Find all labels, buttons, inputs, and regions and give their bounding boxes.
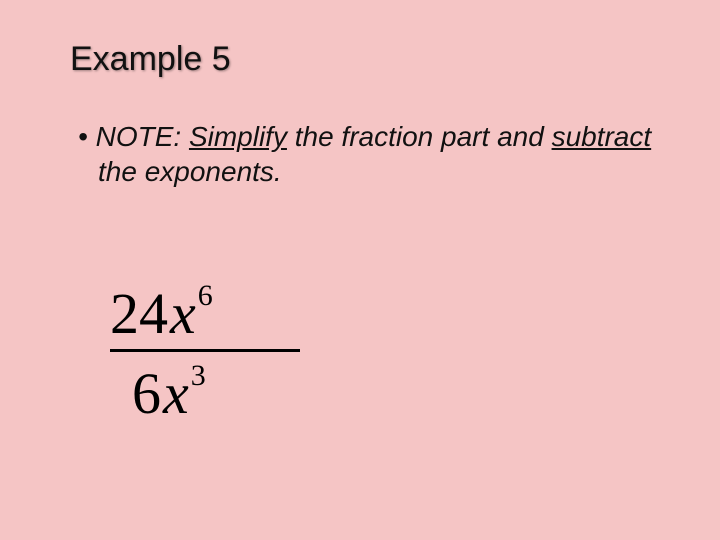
numerator-coeff: 24 [110,280,168,347]
note-mid1: the fraction part and [287,121,552,152]
numerator-exp: 6 [198,279,213,313]
fraction-expression: 24 x 6 6 x 3 [110,280,300,427]
note-mid2: the exponents. [98,156,282,187]
slide: Example 5 • NOTE: Simplify the fraction … [0,0,720,540]
fraction-denominator: 6 x 3 [110,360,300,427]
fraction-bar [110,349,300,352]
denominator-coeff: 6 [132,360,161,427]
note-simplify: Simplify [189,121,287,152]
note-text: • NOTE: Simplify the fraction part and s… [90,119,660,189]
denominator-exp: 3 [191,359,206,393]
note-subtract: subtract [552,121,652,152]
note-prefix: NOTE: [96,121,189,152]
fraction-numerator: 24 x 6 [110,280,300,347]
numerator-var: x [170,280,196,347]
bullet: • [78,121,88,152]
slide-title: Example 5 [70,40,660,79]
denominator-var: x [163,360,189,427]
